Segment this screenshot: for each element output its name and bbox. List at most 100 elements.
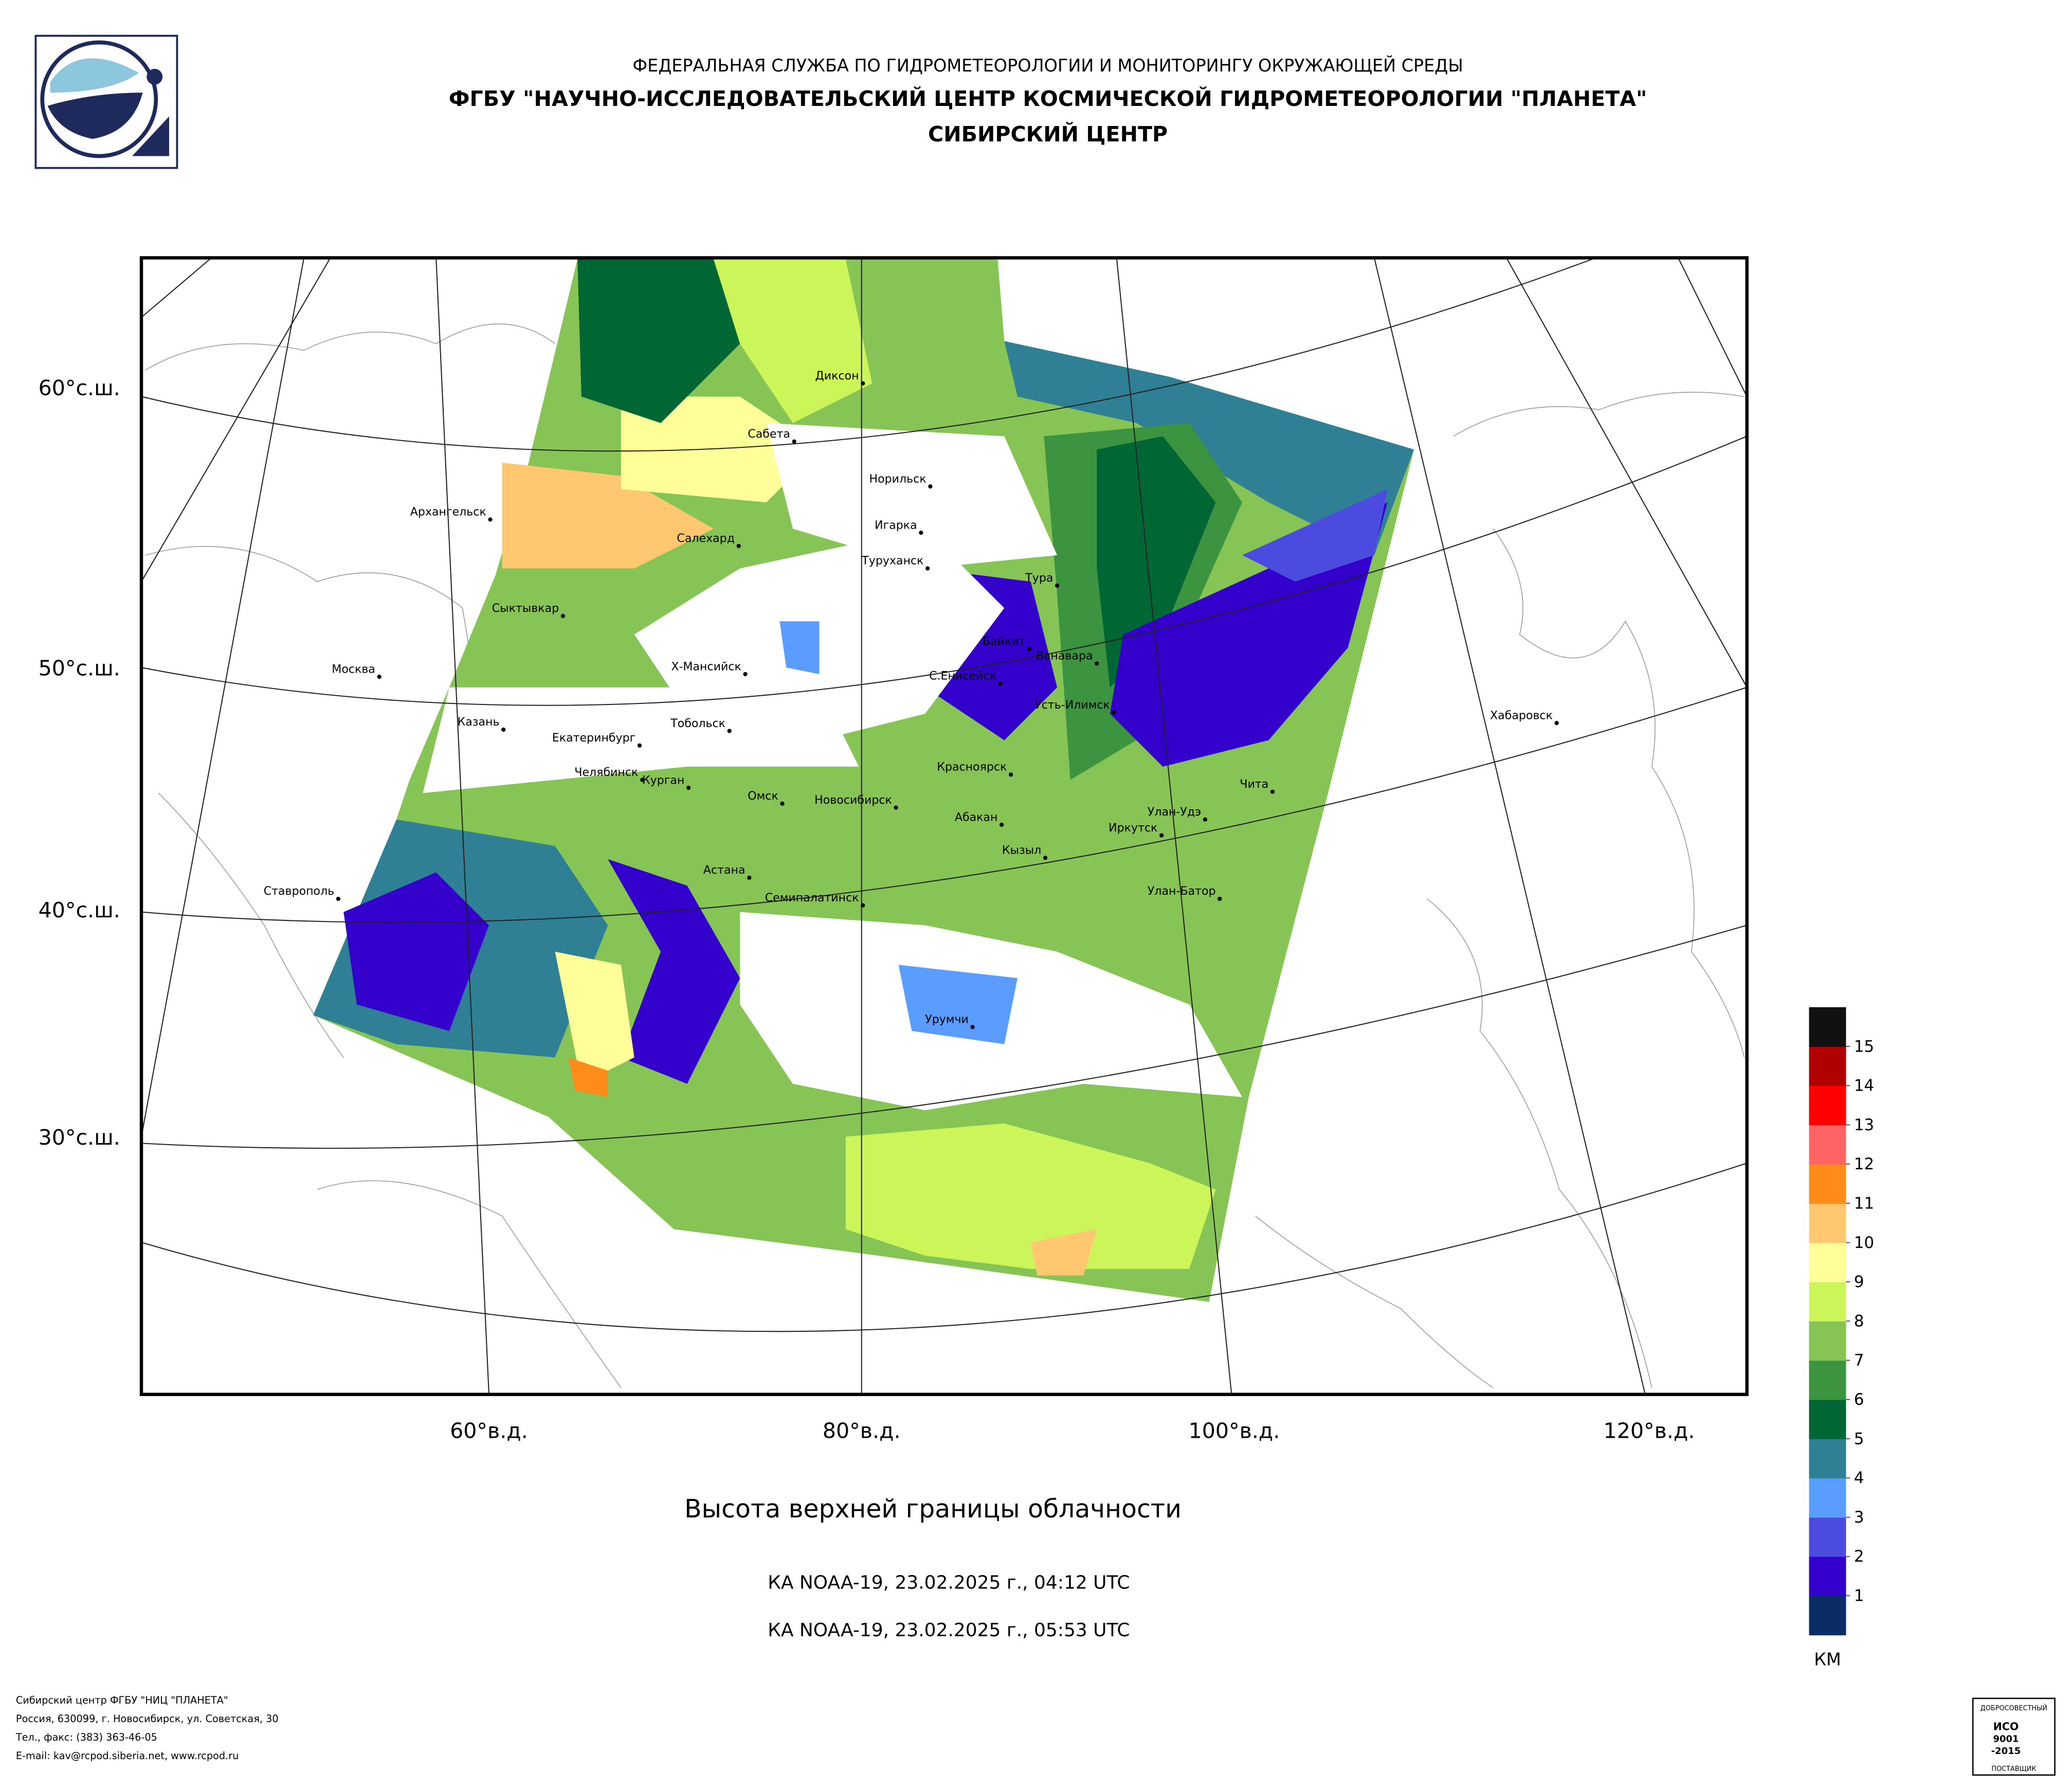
legend-swatch bbox=[1809, 1399, 1846, 1439]
city-name: Кызыл bbox=[1002, 844, 1041, 857]
legend-tick-label: 7 bbox=[1854, 1351, 1864, 1370]
lat-label: 40°с.ш. bbox=[39, 898, 120, 922]
legend-tick-label: 8 bbox=[1854, 1312, 1864, 1330]
city-dot bbox=[925, 566, 930, 571]
legend-swatch bbox=[1809, 1086, 1846, 1126]
city-name: Казань bbox=[458, 715, 500, 729]
city-name: Байкит bbox=[983, 635, 1026, 648]
city-dot bbox=[686, 785, 691, 790]
legend-tick-label: 13 bbox=[1854, 1116, 1874, 1134]
legend-tick-label: 3 bbox=[1854, 1508, 1864, 1527]
agency: ФЕДЕРАЛЬНАЯ СЛУЖБА ПО ГИДРОМЕТЕОРОЛОГИИ … bbox=[632, 55, 1463, 76]
city-name: Москва bbox=[332, 662, 375, 676]
legend-tick-label: 6 bbox=[1854, 1390, 1864, 1409]
legend-tick-label: 5 bbox=[1854, 1430, 1864, 1448]
footer-line: Россия, 630099, г. Новосибирск, ул. Сове… bbox=[16, 1713, 279, 1725]
city-name: Новосибирск bbox=[814, 793, 892, 807]
legend-tick-label: 11 bbox=[1854, 1194, 1874, 1213]
city-name: Х-Мансийск bbox=[671, 660, 741, 673]
city-dot bbox=[861, 381, 865, 386]
city-name: Туруханск bbox=[861, 554, 923, 568]
legend-tick-label: 10 bbox=[1854, 1234, 1874, 1252]
city-name: Салехард bbox=[677, 532, 735, 545]
city-dot bbox=[861, 903, 865, 908]
city-dot bbox=[894, 805, 898, 810]
city-name: Екатеринбург bbox=[552, 731, 635, 745]
lat-label: 30°с.ш. bbox=[39, 1125, 120, 1150]
legend-swatch bbox=[1809, 1517, 1846, 1557]
city-dot bbox=[560, 613, 565, 619]
city-dot bbox=[998, 681, 1003, 686]
legend-swatch bbox=[1809, 1596, 1846, 1636]
legend-tick-label: 12 bbox=[1854, 1155, 1874, 1173]
institute: ФГБУ "НАУЧНО-ИССЛЕДОВАТЕЛЬСКИЙ ЦЕНТР КОС… bbox=[449, 86, 1647, 111]
legend-swatch bbox=[1809, 1321, 1846, 1361]
logo bbox=[34, 34, 178, 169]
city-dot bbox=[1217, 896, 1222, 901]
city-name: Усть-Илимск bbox=[1034, 698, 1110, 712]
map-title: Высота верхней границы облачности bbox=[684, 1494, 1182, 1524]
city-name: Чита bbox=[1240, 777, 1268, 791]
legend-swatch bbox=[1809, 1478, 1846, 1518]
pass: КА NOAA-19, 23.02.2025 г., 04:12 UTC bbox=[768, 1572, 1130, 1594]
legend-swatch bbox=[1809, 1281, 1846, 1322]
city-name: Улан-Удэ bbox=[1148, 805, 1201, 819]
footer-line: Тел., факс: (383) 363-46-05 bbox=[15, 1731, 157, 1743]
city-dot bbox=[792, 439, 796, 444]
city-dot bbox=[1554, 720, 1559, 726]
city-dot bbox=[919, 530, 923, 535]
city-name: Диксон bbox=[815, 369, 859, 383]
legend-tick-label: 9 bbox=[1854, 1273, 1864, 1291]
city-dot bbox=[1095, 661, 1099, 666]
city-name: Омск bbox=[748, 789, 778, 803]
city-dot bbox=[1009, 772, 1013, 777]
city-dot bbox=[1027, 647, 1032, 652]
cities: Диксон Сабета Норильск Архангельск Игарка Сал… bbox=[264, 369, 1559, 1029]
city-name: Сыктывкар bbox=[492, 602, 559, 615]
legend-swatch bbox=[1809, 1242, 1846, 1282]
badge-text: ИСО bbox=[1993, 1721, 2019, 1733]
city-name: Тура bbox=[1025, 571, 1053, 585]
legend-swatch bbox=[1809, 1164, 1846, 1204]
badge-text: ДОБРОСОВЕСТНЫЙ bbox=[1980, 1704, 2047, 1712]
city-name: С.Енисейск bbox=[929, 669, 996, 682]
city-dot bbox=[928, 484, 933, 489]
city-name: Иркутск bbox=[1108, 821, 1157, 835]
city-dot bbox=[970, 1025, 975, 1029]
city-name: Игарка bbox=[875, 518, 917, 532]
city-dot bbox=[377, 675, 381, 679]
lon-label: 100°в.д. bbox=[1189, 1419, 1280, 1443]
city-name: Архангельск bbox=[410, 505, 486, 519]
legend-swatch bbox=[1809, 1360, 1846, 1400]
legend-swatch bbox=[1809, 1125, 1846, 1165]
city-dot bbox=[640, 777, 645, 782]
map-frame bbox=[139, 256, 1749, 1396]
city-dot bbox=[501, 727, 506, 732]
city-name: Красноярск bbox=[937, 761, 1007, 774]
city-dot bbox=[1159, 833, 1164, 838]
cloud-imagery bbox=[313, 259, 1414, 1302]
center: СИБИРСКИЙ ЦЕНТР bbox=[928, 122, 1168, 147]
city-name: Сабета bbox=[748, 427, 790, 441]
city-dot bbox=[1270, 789, 1275, 794]
iso-badge: ДОБРОСОВЕСТНЫЙ ИСО 9001 -2015 ПОСТАВЩИК bbox=[1972, 1697, 2056, 1776]
axis-labels: 60°с.ш. 50°с.ш. 40°с.ш. 30°с.ш. 60°в.д. 80°в.… bbox=[39, 376, 1695, 1443]
footer-line: E-mail: kav@rcpod.siberia.net, www.rcpod… bbox=[16, 1750, 239, 1762]
city-dot bbox=[336, 896, 341, 901]
city-dot bbox=[780, 801, 785, 806]
lon-label: 60°в.д. bbox=[450, 1419, 528, 1443]
city-name: Курган bbox=[642, 773, 684, 787]
lon-label: 120°в.д. bbox=[1604, 1419, 1695, 1443]
city-dot bbox=[736, 544, 741, 548]
legend-swatch bbox=[1809, 1007, 1846, 1047]
footer: Сибирский центр ФГБУ "НИЦ "ПЛАНЕТА" Росс… bbox=[15, 1694, 279, 1762]
legend-swatch bbox=[1809, 1203, 1846, 1243]
legend-tick-label: 4 bbox=[1854, 1469, 1864, 1488]
city-name: Астана bbox=[703, 863, 746, 877]
legend-swatch bbox=[1809, 1438, 1846, 1479]
city-name: Урумчи bbox=[925, 1013, 969, 1026]
city-name: Тобольск bbox=[670, 717, 725, 730]
badge-text: 9001 bbox=[1993, 1734, 2019, 1745]
badge-text: -2015 bbox=[1991, 1746, 2021, 1757]
